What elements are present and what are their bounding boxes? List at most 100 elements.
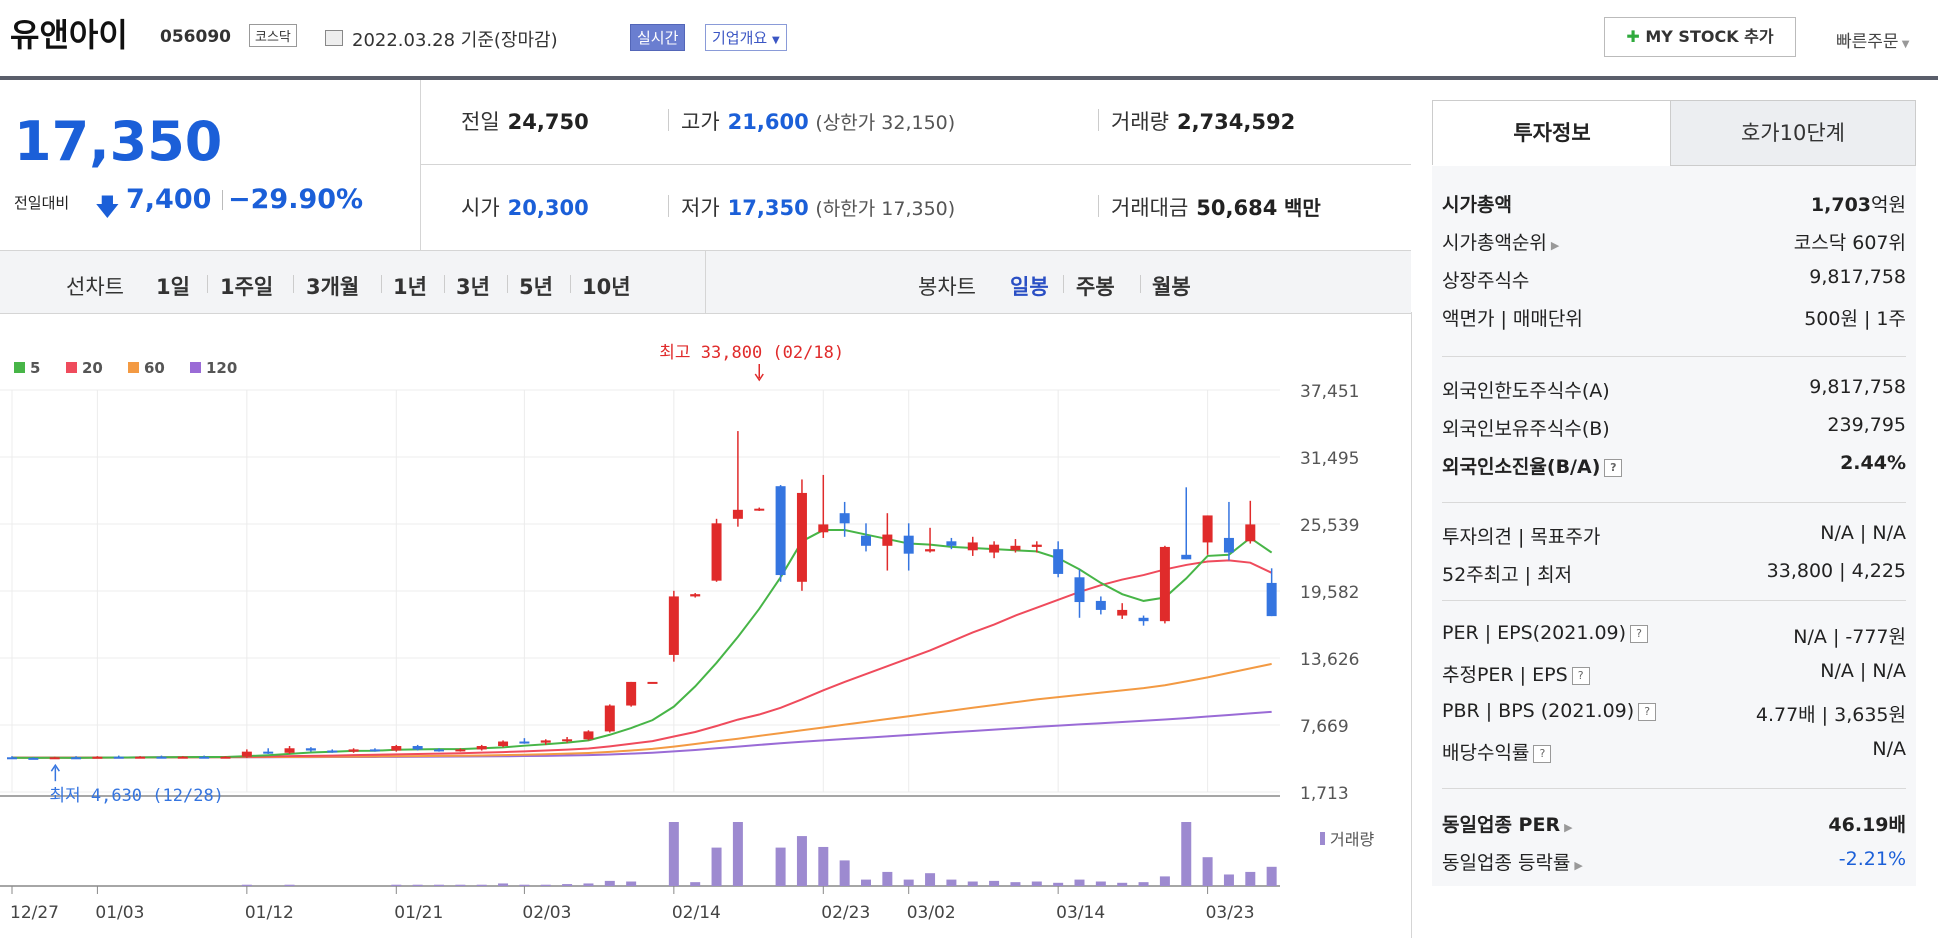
candle-body: [92, 756, 103, 759]
info-row: 외국인소진율(B/A)? 2.44%: [1442, 452, 1906, 482]
help-icon[interactable]: ?: [1571, 666, 1590, 685]
candle-monthly[interactable]: 월봉: [1152, 275, 1191, 299]
period-1w[interactable]: 1주일: [220, 275, 274, 299]
candle-daily[interactable]: 일봉: [1010, 275, 1049, 299]
chevron-down-icon: ▼: [771, 35, 780, 46]
y-tick-label: 1,713: [1300, 784, 1349, 804]
candle-chart-label: 봉차트: [918, 275, 976, 299]
candle-body: [1266, 582, 1277, 617]
volume-bar: [732, 822, 743, 886]
period-bar: 선차트 1일 1주일 3개월 1년 3년 5년 10년 봉차트 일봉 주봉 월봉: [0, 250, 1411, 314]
corp-overview-button[interactable]: 기업개요 ▼: [705, 24, 787, 51]
x-tick-label: 01/12: [245, 903, 294, 923]
stat-sub: (상한가 32,150): [815, 112, 956, 134]
candle-body: [690, 594, 701, 597]
candle-body: [946, 541, 957, 546]
candle-weekly[interactable]: 주봉: [1076, 275, 1115, 299]
info-value: 1,703억원: [1810, 194, 1906, 216]
info-value: N/A | N/A: [1820, 522, 1906, 544]
period-10y[interactable]: 10년: [582, 275, 631, 299]
candle-body: [412, 746, 423, 750]
market-badge: 코스닥: [249, 24, 297, 47]
info-label: PER | EPS(2021.09)?: [1442, 622, 1649, 644]
info-label: 외국인소진율(B/A)?: [1442, 452, 1623, 479]
tab-hoga[interactable]: 호가10단계: [1670, 100, 1916, 166]
x-tick-label: 01/21: [394, 903, 443, 923]
volume-bar: [1245, 871, 1256, 886]
divider: [705, 251, 706, 313]
candle-body: [925, 549, 936, 552]
chevron-right-icon[interactable]: ▶: [1550, 239, 1560, 252]
candle-body: [861, 535, 871, 546]
tab-invest-info[interactable]: 투자정보: [1432, 100, 1672, 165]
stock-code: 056090: [160, 27, 231, 47]
info-value: 239,795: [1827, 414, 1906, 436]
y-tick-label: 37,451: [1300, 382, 1359, 402]
candle-body: [711, 523, 722, 581]
stat-high: 고가 21,600 (상한가 32,150): [681, 106, 955, 136]
info-label: 외국인한도주식수(A): [1442, 380, 1610, 402]
candle-body: [1095, 600, 1106, 610]
candle-body: [540, 740, 551, 743]
stat-value: 20,300: [507, 196, 589, 220]
info-label: PBR | BPS (2021.09)?: [1442, 700, 1657, 722]
line-chart-label: 선차트: [66, 275, 124, 299]
period-5y[interactable]: 5년: [519, 275, 553, 299]
realtime-button[interactable]: 실시간: [630, 24, 686, 51]
period-3m[interactable]: 3개월: [306, 275, 360, 299]
volume-bar: [562, 884, 573, 886]
candle-body: [1053, 549, 1064, 574]
info-value: 33,800 | 4,225: [1766, 560, 1906, 582]
volume-bar: [882, 871, 893, 886]
low-annotation: 최저 4,630 (12/28): [49, 786, 224, 806]
y-tick-label: 7,669: [1300, 717, 1349, 737]
period-1d[interactable]: 1일: [156, 275, 190, 299]
moving-average-line: [12, 662, 1272, 759]
x-tick-label: 03/23: [1206, 903, 1255, 923]
period-3y[interactable]: 3년: [456, 275, 490, 299]
stat-value: 2,734,592: [1176, 110, 1296, 134]
help-icon[interactable]: ?: [1604, 458, 1623, 477]
volume-bar: [1053, 882, 1064, 886]
legend-swatch: [1320, 832, 1325, 845]
legend-label: 5: [30, 359, 40, 377]
x-tick-label: 03/02: [907, 903, 956, 923]
quick-order-button[interactable]: 빠른주문 ▼: [1836, 27, 1909, 52]
help-icon[interactable]: ?: [1638, 702, 1657, 721]
candle-body: [263, 751, 274, 754]
candle-body: [754, 508, 765, 511]
divider: [293, 275, 294, 293]
volume-bar: [839, 860, 850, 886]
help-icon[interactable]: ?: [1630, 624, 1649, 643]
candle-body: [455, 749, 466, 752]
candle-body: [818, 524, 829, 533]
help-icon[interactable]: ?: [1533, 744, 1552, 763]
volume-bar: [434, 884, 444, 886]
info-row: 동일업종 등락률 ▶ -2.21%: [1442, 848, 1906, 878]
x-tick-label: 02/03: [522, 903, 571, 923]
legend-swatch: [128, 362, 139, 373]
info-value: N/A | N/A: [1820, 660, 1906, 682]
volume-bar: [711, 847, 722, 886]
candle-body: [1117, 609, 1128, 616]
candle-body: [967, 542, 978, 551]
period-1y[interactable]: 1년: [393, 275, 427, 299]
divider: [668, 195, 669, 217]
volume-bar: [668, 822, 679, 886]
chevron-right-icon[interactable]: ▶: [1574, 859, 1583, 872]
chevron-right-icon[interactable]: ▶: [1564, 821, 1573, 834]
info-table: 시가총액 1,703억원 시가총액순위 ▶ 코스닥 607위 상장주식수 9,817,758…: [1432, 166, 1916, 886]
candle-body: [7, 757, 17, 760]
info-value: 46.19배: [1828, 814, 1906, 836]
candle-body: [882, 534, 893, 546]
volume-bar: [989, 880, 1000, 886]
info-label: 추정PER | EPS?: [1442, 660, 1590, 687]
legend-label: 120: [206, 359, 237, 377]
my-stock-add-button[interactable]: ✚ MY STOCK 추가: [1604, 17, 1796, 57]
volume-bar: [903, 879, 914, 886]
divider: [1063, 275, 1064, 293]
candle-body: [775, 486, 786, 576]
volume-bar: [818, 846, 829, 886]
candle-body: [668, 596, 679, 655]
divider: [1140, 275, 1141, 293]
